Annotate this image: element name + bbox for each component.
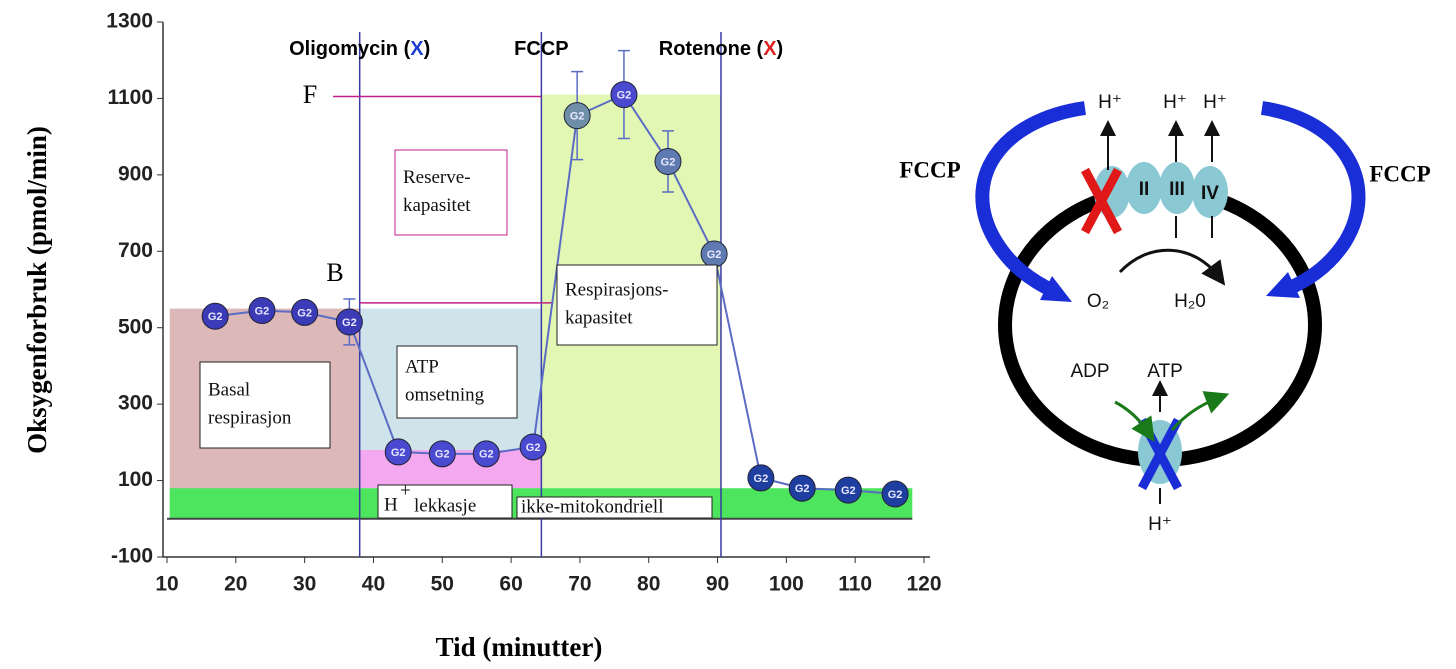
marker-label: G2 [754,473,769,485]
adp-label: ADP [1070,361,1109,382]
x-tick-label: 110 [838,573,872,596]
injection-label: FCCP [514,38,568,60]
fccp-arrow [1262,108,1358,290]
annotation-box [200,362,330,448]
figure: -100 100 300 500 700 900 1100 1300 10 20 30 40 50 60 7… [0,0,1456,669]
proton-label: H⁺ [1148,514,1172,535]
annotation-text: Basal [208,379,250,400]
injection-label: Oligomycin (X) [289,38,430,60]
y-tick-label: -100 [111,545,153,568]
guide-label: B [326,258,343,287]
marker-label: G2 [208,311,223,323]
injection-label: Rotenone (X) [659,38,783,60]
annotation-text: respirasjon [208,407,292,428]
annotation-text: + [400,480,411,501]
marker-label: G2 [888,489,903,501]
x-tick-label: 60 [499,573,522,596]
injection-label-part: X [410,38,424,60]
y-tick-label: 500 [118,315,153,338]
marker-label: G2 [391,447,406,459]
annotation-text: Reserve- [403,167,471,188]
o2-label: O₂ [1087,291,1109,312]
marker-label: G2 [435,449,450,461]
x-tick-label: 30 [293,573,316,596]
injection-label-part: FCCP [514,38,568,60]
injection-label-part: Oligomycin ( [289,38,410,60]
x-tick-label: 50 [431,573,454,596]
x-tick-label: 20 [224,573,247,596]
annotation-text: kapasitet [403,195,471,216]
y-tick-label: 1300 [106,10,153,33]
marker-label: G2 [570,111,585,123]
injection-label-part: X [763,38,777,60]
chart: -100 100 300 500 700 900 1100 1300 10 20 30 40 50 60 7… [106,10,941,596]
guide-label: F [303,80,317,109]
marker-label: G2 [526,442,541,454]
fccp-label: FCCP [899,157,960,182]
annotation-text: omsetning [405,384,485,405]
fccp-label: FCCP [1369,161,1430,186]
annotation-box [557,265,717,345]
fccp-arrow [982,108,1085,292]
x-tick-label: 10 [155,573,178,596]
x-tick-label: 100 [769,573,804,596]
x-tick-label: 80 [637,573,660,596]
marker-label: G2 [795,483,810,495]
marker-label: G2 [661,156,676,168]
proton-label: H⁺ [1203,92,1227,113]
marker-label: G2 [342,317,357,329]
membrane [1005,190,1315,460]
proton-label: H⁺ [1098,92,1122,113]
injection-label-part: Rotenone ( [659,38,764,60]
complex-label: III [1169,179,1185,200]
marker-label: G2 [707,249,722,261]
y-tick-label: 300 [118,392,153,415]
atp-label: ATP [1147,361,1183,382]
proton-label: H⁺ [1163,92,1187,113]
complex-label: IV [1201,183,1219,204]
injection-label-part: ) [424,38,431,60]
marker-label: G2 [255,305,270,317]
x-axis-title: Tid (minutter) [436,632,603,662]
marker-label: G2 [479,449,494,461]
injection-label-part: ) [777,38,784,60]
marker-label: G2 [841,485,856,497]
x-tick-label: 40 [362,573,385,596]
marker-label: G2 [297,307,312,319]
x-tick-label: 120 [906,573,941,596]
annotation-text: ikke-mitokondriell [521,496,663,517]
y-tick-label: 900 [118,162,153,185]
annotation-text: Respirasjons- [565,279,668,300]
reaction-arrow [1120,250,1218,276]
h2o-label: H₂0 [1174,291,1206,312]
y-tick-label: 100 [118,468,153,491]
annotation-text: lekkasje [414,495,476,516]
x-tick-label: 90 [706,573,729,596]
y-tick-label: 700 [118,239,153,262]
annotation-box [395,150,507,235]
marker-label: G2 [617,90,632,102]
y-tick-label: 1100 [107,86,153,109]
x-tick-label: 70 [568,573,591,596]
annotation-text: kapasitet [565,307,633,328]
y-axis-title: Oksygenforbruk (pmol/min) [22,126,52,454]
complex-label: II [1139,179,1150,200]
annotation-text: H [384,494,398,515]
diagram: FCCP FCCP H⁺ H⁺ H⁺ II III IV O₂ H₂0 ADP … [899,92,1430,535]
green-arrow [1115,402,1148,432]
annotation-text: ATP [405,356,439,377]
